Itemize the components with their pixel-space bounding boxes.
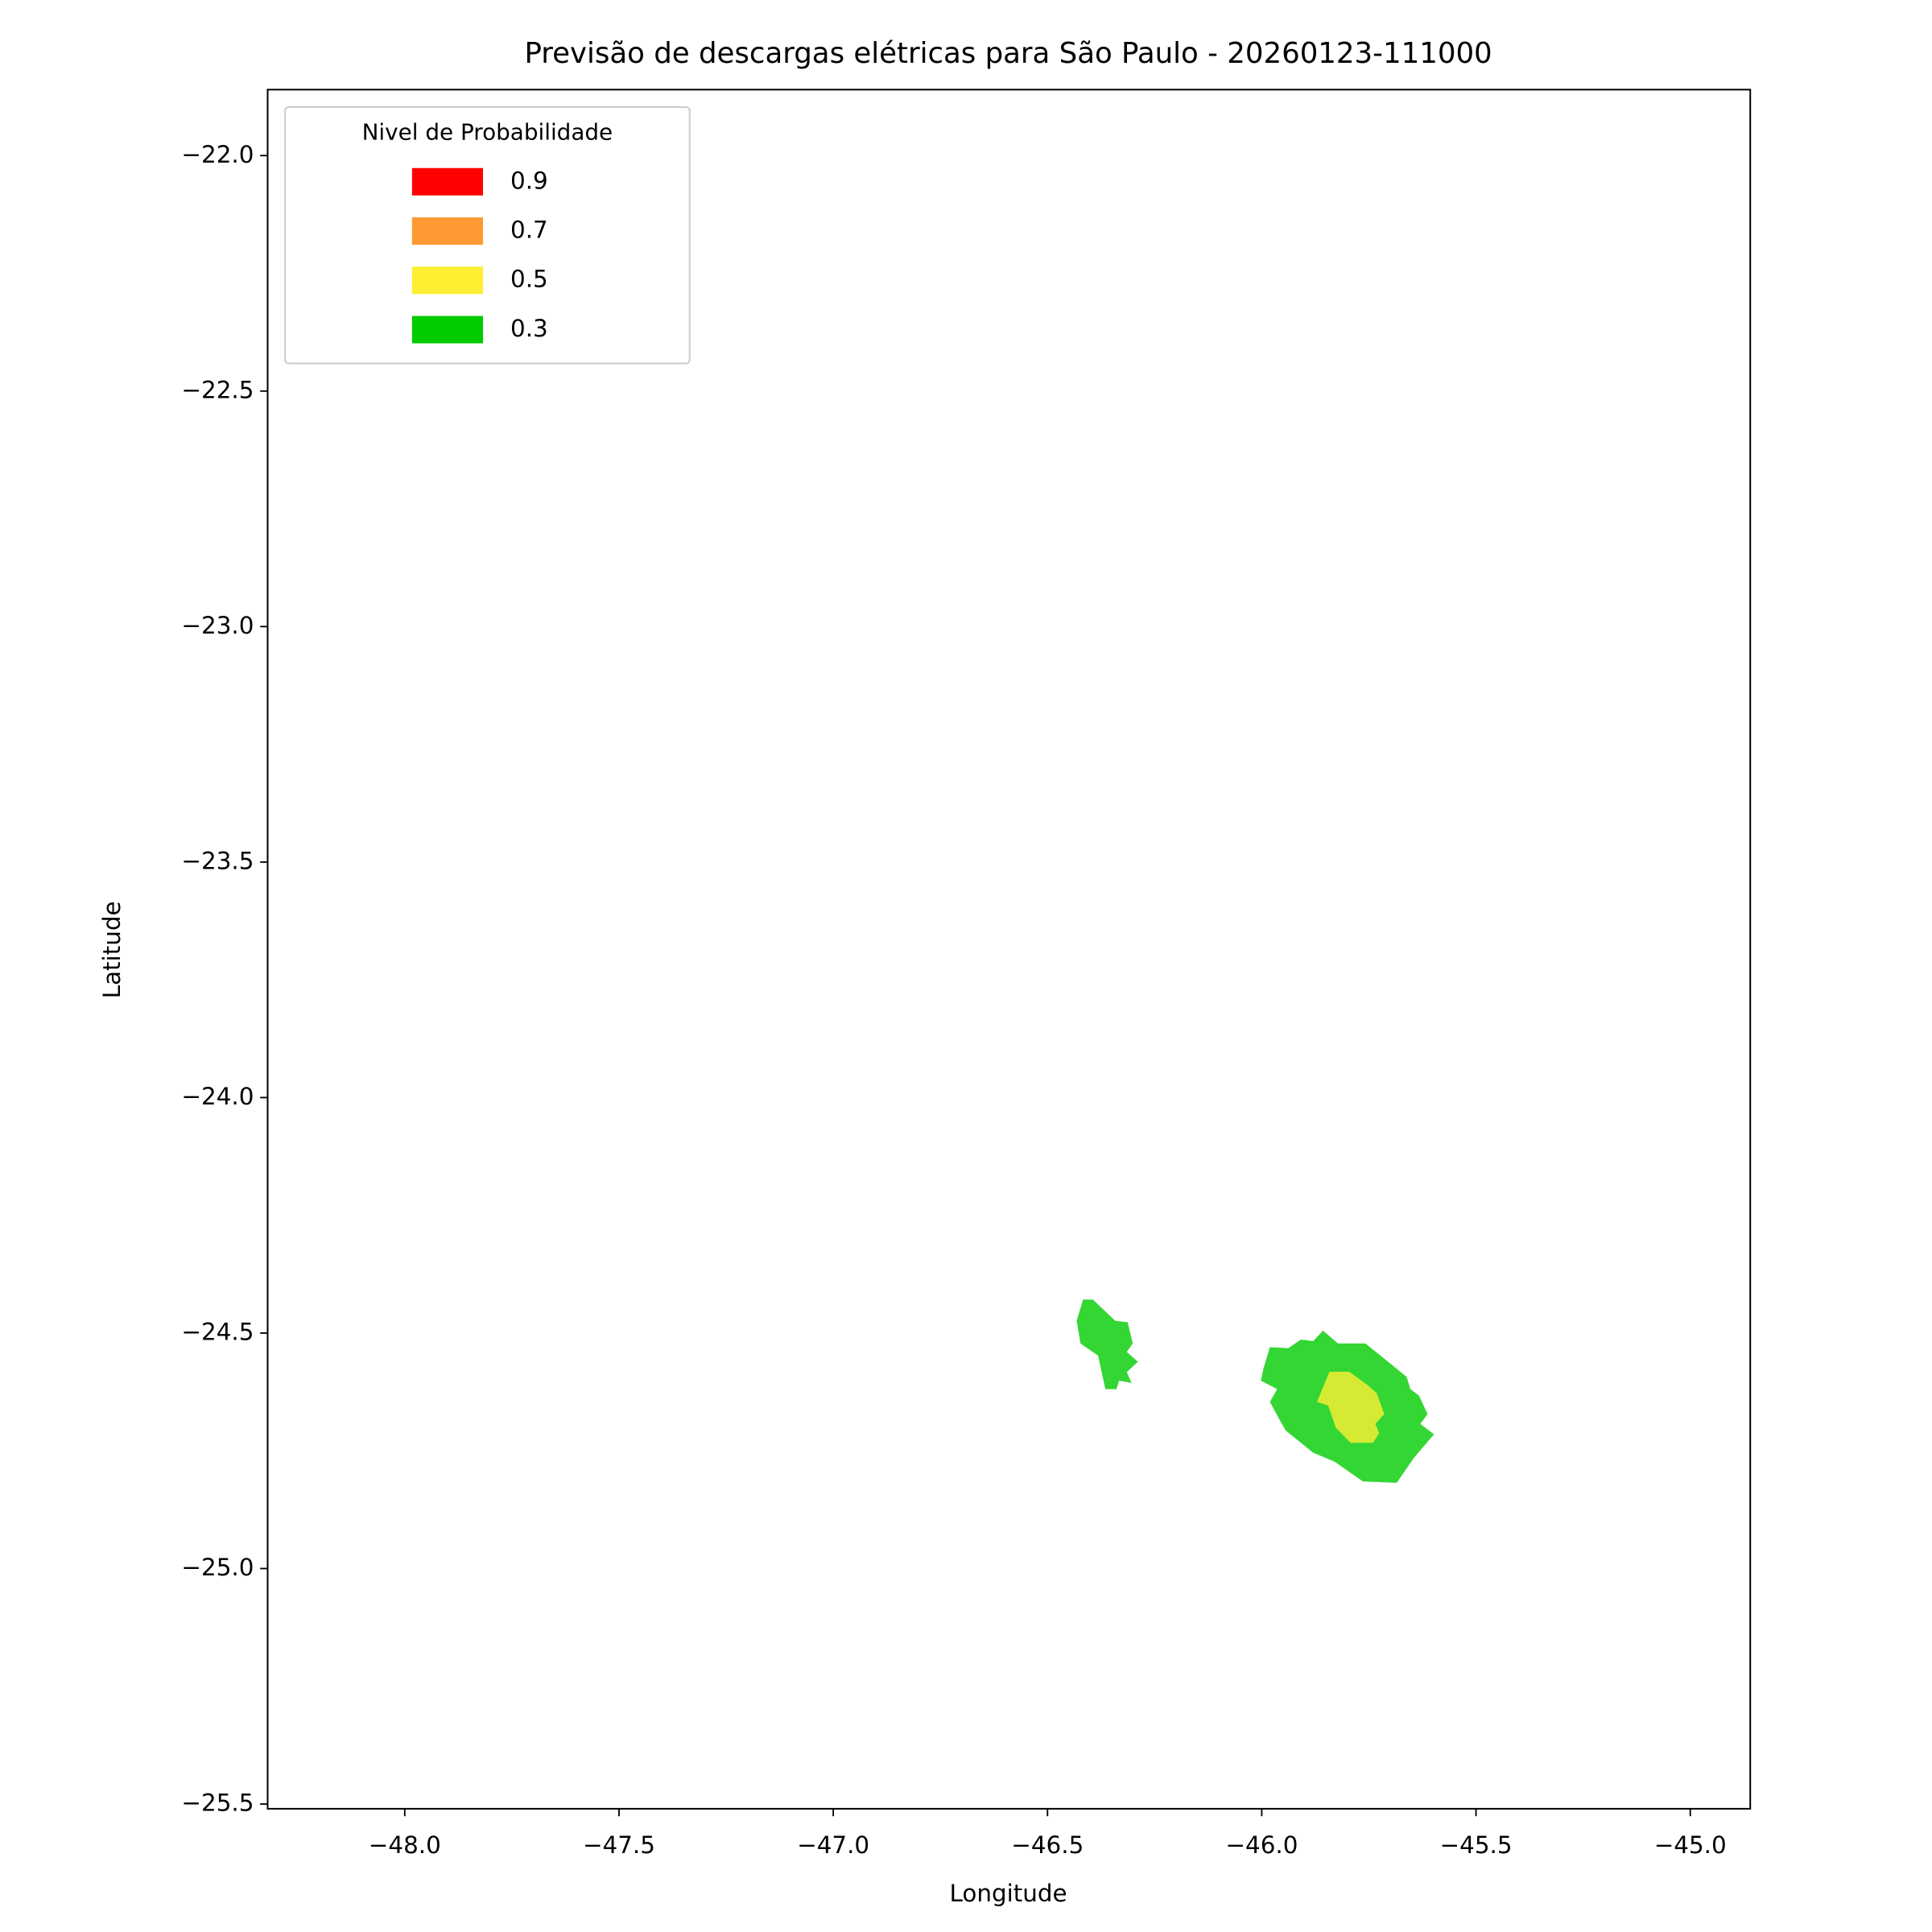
- y-tick-label: −24.0: [181, 1083, 254, 1110]
- y-tick-label: −22.5: [181, 376, 254, 403]
- x-tick-label: −45.0: [1654, 1831, 1727, 1859]
- legend-label: 0.9: [510, 167, 548, 194]
- chart-title: Previsão de descargas elétricas para São…: [524, 37, 1492, 70]
- y-tick-label: −25.5: [181, 1790, 254, 1817]
- x-tick-label: −47.5: [583, 1831, 655, 1859]
- legend-label: 0.5: [510, 266, 548, 293]
- y-tick-label: −23.5: [181, 847, 254, 874]
- y-tick-label: −23.0: [181, 612, 254, 639]
- contour-region: [1076, 1299, 1138, 1389]
- y-tick-label: −25.0: [181, 1554, 254, 1581]
- legend-title: Nivel de Probabilidade: [362, 118, 613, 145]
- x-tick-label: −47.0: [797, 1831, 869, 1859]
- x-tick-label: −45.5: [1440, 1831, 1513, 1859]
- legend-swatch: [411, 217, 483, 246]
- x-tick-label: −46.0: [1225, 1831, 1298, 1859]
- legend-swatch: [411, 167, 483, 196]
- y-tick-label: −24.5: [181, 1318, 254, 1345]
- y-tick-label: −22.0: [181, 141, 254, 168]
- x-tick-label: −46.5: [1011, 1831, 1084, 1859]
- axes-frame: [266, 89, 1752, 1810]
- legend-label: 0.7: [510, 217, 548, 244]
- legend-box: [284, 105, 691, 365]
- y-axis-label: Latitude: [98, 901, 126, 998]
- legend: Nivel de Probabilidade 0.9 0.7 0.5 0.3: [284, 105, 691, 365]
- legend-swatch: [411, 316, 483, 344]
- contour-region: [1317, 1371, 1385, 1443]
- legend-label: 0.3: [510, 315, 548, 342]
- legend-swatch: [411, 266, 483, 295]
- x-axis-label: Longitude: [950, 1880, 1067, 1907]
- x-tick-label: −48.0: [369, 1831, 441, 1859]
